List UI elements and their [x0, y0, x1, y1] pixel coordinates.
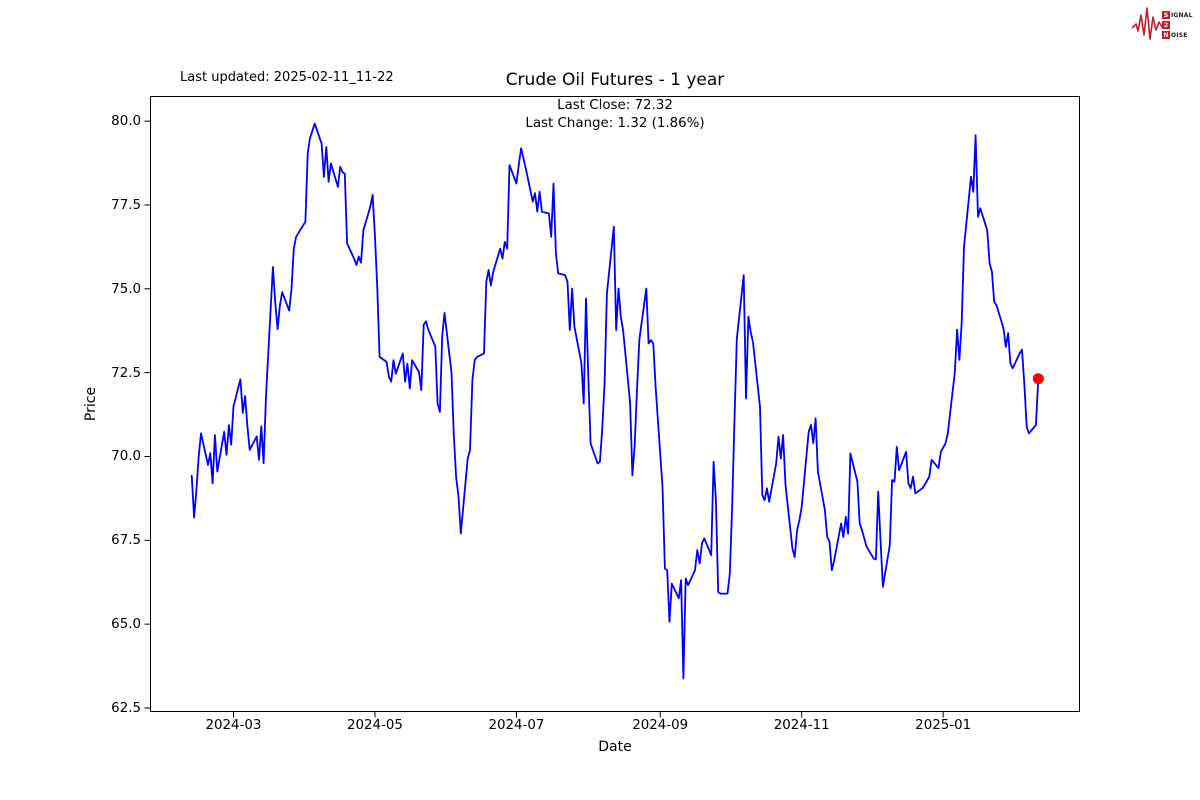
logo-badge: 2 — [1162, 21, 1170, 29]
y-tick-label: 75.0 — [111, 281, 141, 297]
x-tick-label: 2024-11 — [773, 718, 830, 733]
logo-rest-text: OISE — [1171, 31, 1188, 39]
x-tick-label: 2024-09 — [632, 718, 689, 733]
signal2noise-logo: S IGNAL 2 N OISE — [1132, 2, 1196, 46]
y-tick-label: 62.5 — [111, 700, 141, 716]
last-updated-text: Last updated: 2025-02-11_11-22 — [180, 70, 394, 85]
x-tick-label: 2024-03 — [205, 718, 262, 733]
x-tick-label: 2024-05 — [346, 718, 403, 733]
y-axis-label: Price — [83, 386, 99, 422]
axis-ticks — [144, 120, 944, 718]
logo-row: S IGNAL — [1162, 11, 1193, 19]
y-tick-label: 77.5 — [111, 197, 141, 213]
y-tick-label: 72.5 — [111, 365, 141, 381]
x-axis-label: Date — [598, 739, 632, 755]
last-change-annotation: Last Change: 1.32 (1.86%) — [525, 116, 705, 131]
logo-row: N OISE — [1162, 31, 1193, 39]
last-close-annotation: Last Close: 72.32 — [557, 98, 673, 113]
logo-rest-text: IGNAL — [1171, 11, 1193, 19]
x-tick-label: 2024-07 — [488, 718, 545, 733]
chart-title: Crude Oil Futures - 1 year — [505, 70, 725, 90]
y-tick-label: 65.0 — [111, 617, 141, 633]
logo-badge: N — [1162, 31, 1170, 39]
price-line — [190, 122, 1040, 680]
y-tick-label: 67.5 — [111, 533, 141, 549]
logo-text: S IGNAL 2 N OISE — [1162, 11, 1193, 39]
logo-badge: S — [1162, 11, 1170, 19]
waveform-icon — [1132, 7, 1170, 40]
y-tick-label: 70.0 — [111, 449, 141, 465]
plot-frame — [150, 96, 1080, 712]
x-tick-label: 2025-01 — [915, 718, 972, 733]
logo-row: 2 — [1162, 21, 1193, 29]
y-tick-label: 80.0 — [111, 114, 141, 130]
last-close-marker — [1032, 373, 1044, 385]
